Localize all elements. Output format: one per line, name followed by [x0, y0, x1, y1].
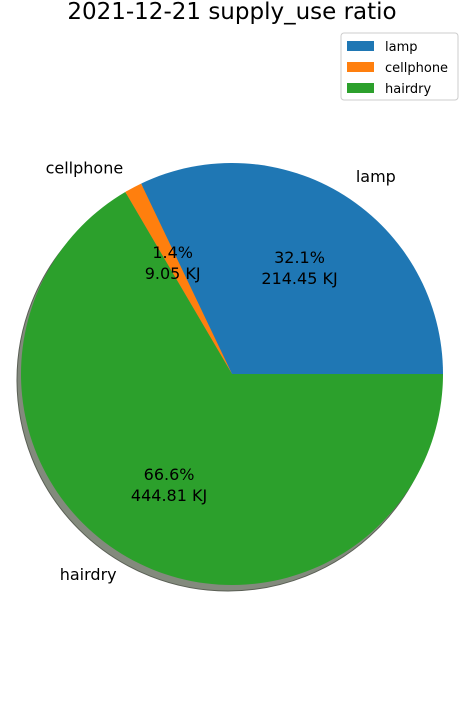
- slice-label-hairdry: hairdry: [60, 565, 117, 584]
- legend-swatch-hairdry: [347, 83, 374, 93]
- pie-slice-hairdry: [21, 191, 444, 585]
- pie-slice-lamp: [141, 163, 444, 374]
- slice-label-cellphone: cellphone: [46, 158, 124, 177]
- pie-slice-cellphone: [125, 183, 232, 374]
- legend-entry-hairdry: hairdry: [347, 82, 432, 97]
- slice-value-label-lamp: 32.1% 214.45 KJ: [261, 248, 337, 288]
- legend-swatch-cellphone: [347, 62, 374, 72]
- legend-label-hairdry: hairdry: [385, 82, 432, 97]
- chart-title: 2021-12-21 supply_use ratio: [67, 0, 396, 25]
- pie-labels: lamp 32.1% 214.45 KJ cellphone 1.4% 9.05 KJ ha…: [46, 158, 396, 583]
- slice-value-label-cellphone: 1.4% 9.05 KJ: [145, 243, 201, 283]
- legend-label-lamp: lamp: [385, 40, 418, 55]
- legend-label-cellphone: cellphone: [385, 61, 448, 76]
- pie-slices: [21, 163, 444, 585]
- legend-swatch-lamp: [347, 41, 374, 51]
- legend: lamp cellphone hairdry: [340, 32, 459, 101]
- slice-value-label-hairdry: 66.6% 444.81 KJ: [131, 465, 207, 505]
- slice-label-lamp: lamp: [356, 167, 396, 186]
- legend-entry-cellphone: cellphone: [347, 61, 448, 76]
- legend-entry-lamp: lamp: [347, 40, 418, 55]
